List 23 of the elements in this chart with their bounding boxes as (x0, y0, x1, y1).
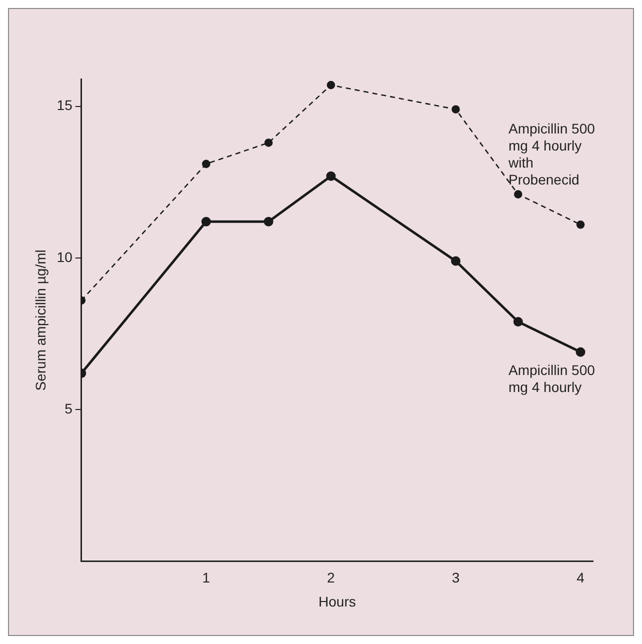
point (450, 256, 460, 266)
x-tick-label: 2 (327, 570, 336, 586)
y-tick-label: 15 (56, 97, 73, 114)
point (576, 347, 586, 357)
x-tick-label: 4 (576, 570, 585, 586)
point (513, 316, 523, 326)
x-tick-label: 3 (452, 570, 460, 586)
point (264, 216, 274, 226)
y-axis-title: Serum ampicillin µg/ml (32, 250, 48, 391)
point (326, 80, 336, 90)
point (201, 216, 211, 226)
point (264, 138, 273, 147)
x-tick-label: 1 (202, 570, 210, 586)
x-axis-title: Hours (318, 593, 356, 610)
series-label: Ampicillin 500 mg 4 hourly (508, 362, 596, 395)
point (576, 220, 585, 229)
point (514, 190, 522, 198)
point (452, 105, 460, 114)
y-tick-label: 10 (56, 248, 73, 265)
y-tick-label: 5 (64, 400, 73, 417)
point (326, 171, 336, 181)
point (202, 160, 210, 168)
series-label: Ampicillin 500 mg 4 hourly with Probenecid (508, 120, 596, 188)
